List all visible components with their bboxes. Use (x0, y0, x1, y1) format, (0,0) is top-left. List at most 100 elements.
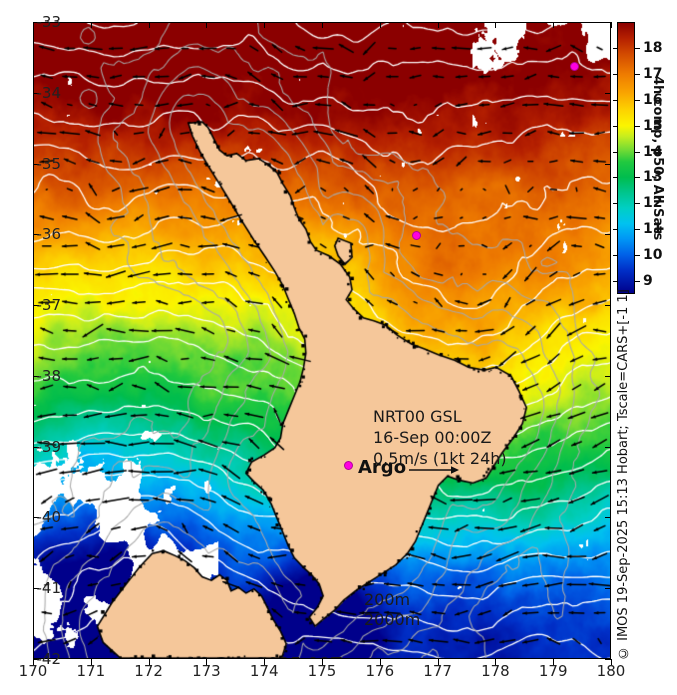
y-tick-right (605, 517, 611, 519)
y-tick (33, 517, 39, 519)
colorbar-tick (613, 177, 618, 179)
colorbar-tick-label: 13 (643, 169, 663, 186)
x-tick (90, 659, 92, 665)
y-tick-right (605, 234, 611, 236)
colorbar-gradient (617, 22, 635, 294)
colorbar-tick (635, 73, 640, 75)
x-tick-label: 179 (538, 662, 568, 680)
y-tick-label: -33 (36, 13, 62, 31)
colorbar-tick-label: 14 (643, 143, 663, 160)
y-tick-label: -35 (36, 154, 62, 173)
y-tick (33, 92, 39, 94)
x-tick-top (90, 22, 92, 28)
y-tick-right (605, 375, 611, 377)
x-tick-label: 180 (596, 662, 626, 680)
x-tick (322, 659, 323, 665)
sst-map-plot[interactable]: NRT00 GSL 16-Sep 00:00Z 0.5m/s (1kt 24h)… (33, 22, 611, 659)
argo-legend-label: Argo (358, 457, 407, 478)
colorbar-tick-label: 11 (643, 221, 663, 238)
colorbar[interactable]: 18 17 16 15 14 13 12 11 10 9 (613, 22, 662, 294)
x-tick (611, 659, 612, 665)
colorbar-tick (635, 281, 640, 283)
colorbar-tick-label: 10 (643, 247, 663, 264)
y-tick (33, 22, 39, 23)
x-tick-top (206, 22, 208, 28)
colorbar-tick (613, 151, 618, 153)
x-tick-label: 178 (481, 662, 510, 680)
y-tick-label: -39 (36, 437, 62, 456)
colorbar-tick (635, 99, 640, 101)
colorbar-axis-label: 4h comp, p50, All Sats (650, 75, 665, 241)
colorbar-tick-label: 9 (643, 273, 653, 290)
y-tick (33, 446, 39, 448)
colorbar-tick (613, 203, 618, 205)
y-tick-label: -34 (36, 83, 62, 102)
image-date-annotation: 16-Sep-2025 08Z (186, 654, 343, 658)
x-tick-label: 172 (134, 662, 163, 680)
argo-float-marker-icon[interactable] (412, 231, 421, 240)
colorbar-tick (613, 47, 618, 49)
y-tick-label: -38 (36, 366, 62, 385)
x-tick (264, 659, 266, 665)
y-tick (33, 588, 39, 590)
y-tick-right (605, 92, 611, 94)
forecast-annotation: NRT00 GSL 16-Sep 00:00Z 0.5m/s (1kt 24h) (373, 406, 507, 469)
colorbar-tick-label: 16 (643, 91, 663, 108)
x-tick-top (322, 22, 323, 28)
colorbar-tick (613, 255, 618, 257)
colorbar-tick (613, 281, 618, 283)
x-tick (148, 659, 150, 665)
x-tick-label: 173 (192, 662, 221, 680)
x-tick (33, 659, 34, 665)
colorbar-tick (613, 73, 618, 75)
colorbar-tick (635, 125, 640, 127)
y-tick-right (605, 305, 611, 307)
x-tick-label: 177 (423, 662, 452, 680)
colorbar-tick-label: 12 (643, 195, 663, 212)
x-tick-label: 174 (249, 662, 279, 680)
y-tick-right (605, 22, 611, 23)
y-tick-label: -36 (36, 225, 62, 244)
colorbar-tick (635, 47, 640, 49)
x-tick (379, 659, 381, 665)
y-tick-label: -42 (36, 650, 62, 668)
x-tick-top (33, 22, 34, 28)
y-tick (33, 305, 39, 307)
x-tick-top (437, 22, 439, 28)
y-tick-right (605, 163, 611, 165)
x-tick-top (379, 22, 381, 28)
x-tick (437, 659, 439, 665)
y-tick-label: -37 (36, 296, 62, 315)
depth-contour-annotation: 200m 2000m (364, 590, 420, 630)
x-tick-label: 176 (365, 662, 395, 680)
colorbar-tick (613, 99, 618, 101)
colorbar-tick-label: 18 (643, 39, 663, 56)
y-tick-right (605, 446, 611, 448)
depth-label-2000m: 2000m (364, 610, 421, 629)
depth-label-200m: 200m (364, 590, 411, 609)
y-tick-right (605, 659, 611, 660)
x-tick-label: 170 (18, 662, 48, 680)
x-tick-top (264, 22, 266, 28)
x-tick-label: 175 (307, 662, 337, 680)
y-tick-label: -41 (36, 579, 62, 598)
credit-text: © IMOS 19-Sep-2025 15:13 Hobart; Tscale=… (616, 289, 631, 660)
argo-legend-marker-icon (344, 461, 353, 470)
y-tick (33, 163, 39, 165)
x-tick-top (495, 22, 497, 28)
x-tick-top (611, 22, 612, 28)
colorbar-tick (635, 151, 640, 153)
y-tick (33, 375, 39, 377)
x-tick-top (553, 22, 555, 28)
y-tick (33, 659, 39, 660)
argo-float-marker-icon[interactable] (570, 62, 579, 71)
colorbar-tick (635, 203, 640, 205)
y-tick-right (605, 588, 611, 590)
x-tick-top (148, 22, 150, 28)
velocity-scale-arrow-icon (409, 466, 459, 474)
x-tick (206, 659, 208, 665)
colorbar-tick (635, 177, 640, 179)
x-tick (553, 659, 555, 665)
y-tick-label: -40 (36, 508, 62, 527)
colorbar-tick (635, 229, 640, 231)
